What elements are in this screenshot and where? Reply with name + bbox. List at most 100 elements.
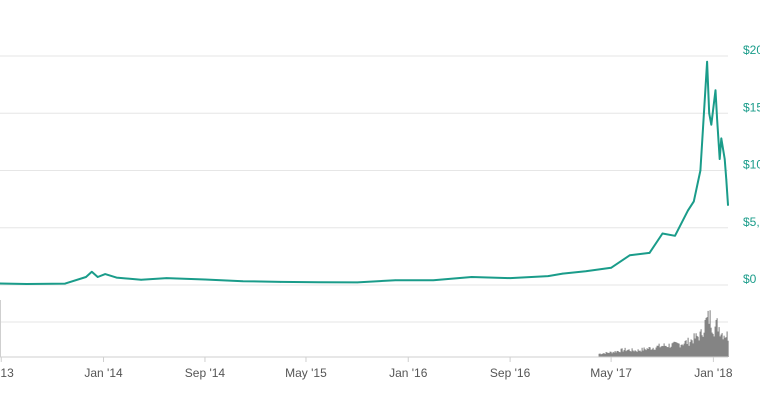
volume-bar (719, 336, 721, 357)
price-point (629, 254, 631, 257)
volume-bar (612, 351, 614, 357)
volume-bar (697, 336, 699, 357)
volume-bar (644, 349, 646, 357)
date-tick-label: Jan '18 (694, 366, 733, 380)
price-point (25, 283, 28, 285)
price-point (718, 158, 721, 160)
volume-bar (613, 352, 615, 357)
volume-bar (620, 348, 622, 357)
date-tick-label: Jan '16 (389, 366, 428, 380)
volume-bar (713, 336, 715, 357)
price-point (716, 118, 718, 120)
volume-bar (619, 352, 621, 357)
volume-bar (664, 345, 666, 357)
volume-bar (720, 334, 722, 357)
price-point (470, 276, 473, 278)
price-point (64, 282, 66, 285)
volume-bar (707, 310, 709, 357)
price-line (0, 60, 729, 285)
price-tick-label: $0 (743, 272, 757, 286)
volume-bar (621, 348, 623, 357)
date-tick-label: y '13 (0, 366, 14, 380)
price-point (725, 178, 728, 181)
volume-bar (669, 347, 671, 357)
volume-bar (614, 350, 616, 357)
price-point (723, 158, 726, 160)
volume-bar (681, 344, 683, 357)
volume-bar (610, 351, 612, 357)
price-point (85, 276, 87, 278)
volume-bar (667, 347, 669, 357)
price-point (720, 137, 723, 140)
volume-bar (677, 343, 679, 357)
price-point (104, 273, 106, 275)
volume-bar (678, 343, 680, 357)
volume-bar (622, 351, 624, 357)
volume-bar (671, 343, 673, 357)
price-point (561, 272, 564, 275)
volume-bar (699, 331, 701, 357)
volume-bar (690, 339, 692, 357)
date-axis-ticks: y '13 Jan '14 Sep '14 May '15 Jan '16 Sep '16… (0, 357, 733, 380)
volume-bar (691, 340, 693, 357)
price-point (687, 209, 689, 212)
price-point (706, 60, 708, 63)
volume-bar (630, 351, 632, 357)
volume-bar (639, 350, 641, 357)
volume-bar (627, 349, 629, 357)
date-tick-label: May '15 (285, 366, 327, 380)
volume-bar (654, 349, 656, 357)
volume-bar (712, 333, 714, 357)
price-point (279, 281, 282, 283)
volume-bar (698, 340, 700, 357)
volume-bar (694, 338, 696, 357)
volume-bar (670, 346, 672, 357)
volume-bar (638, 350, 640, 357)
volume-bar (662, 346, 664, 357)
price-point (509, 277, 511, 279)
volume-bar (685, 340, 687, 357)
price-tick-label: $10 (743, 158, 760, 172)
volume-bar (647, 348, 649, 357)
volume-bar (656, 345, 658, 357)
volume-bar (603, 353, 605, 357)
price-point (204, 278, 206, 281)
date-tick-label: Jan '14 (84, 366, 123, 380)
axes (0, 300, 728, 358)
volume-bar (700, 329, 702, 357)
volume-bar (679, 347, 681, 357)
volume-bars (598, 310, 729, 357)
volume-bar (687, 337, 689, 357)
price-point (165, 277, 168, 279)
price-point (140, 279, 142, 281)
volume-bar (695, 333, 697, 357)
volume-bar (606, 352, 608, 357)
volume-bar (682, 345, 684, 357)
volume-bar (649, 347, 651, 357)
volume-bar (608, 353, 610, 357)
price-point (710, 123, 713, 126)
volume-bar (705, 317, 707, 357)
volume-bar (641, 347, 643, 357)
volume-bar (714, 326, 716, 357)
volume-bar (598, 353, 600, 357)
volume-bar (616, 350, 618, 357)
volume-bar (601, 353, 603, 357)
volume-bar (631, 348, 633, 357)
volume-bar (696, 335, 698, 357)
volume-bar (629, 350, 631, 357)
grid-lines (0, 55, 728, 323)
volume-bar (665, 345, 667, 357)
price-axis-ticks: $0 $5, $10 $15 $20 (743, 43, 760, 286)
volume-bar (609, 351, 611, 357)
price-point (0, 282, 1, 285)
volume-bar (599, 353, 601, 357)
volume-bar (725, 337, 727, 357)
volume-bar (646, 348, 648, 357)
volume-bar (722, 339, 724, 357)
price-tick-label: $20 (743, 43, 760, 57)
volume-bar (628, 349, 630, 357)
volume-bar (721, 333, 723, 357)
price-point (661, 232, 664, 235)
